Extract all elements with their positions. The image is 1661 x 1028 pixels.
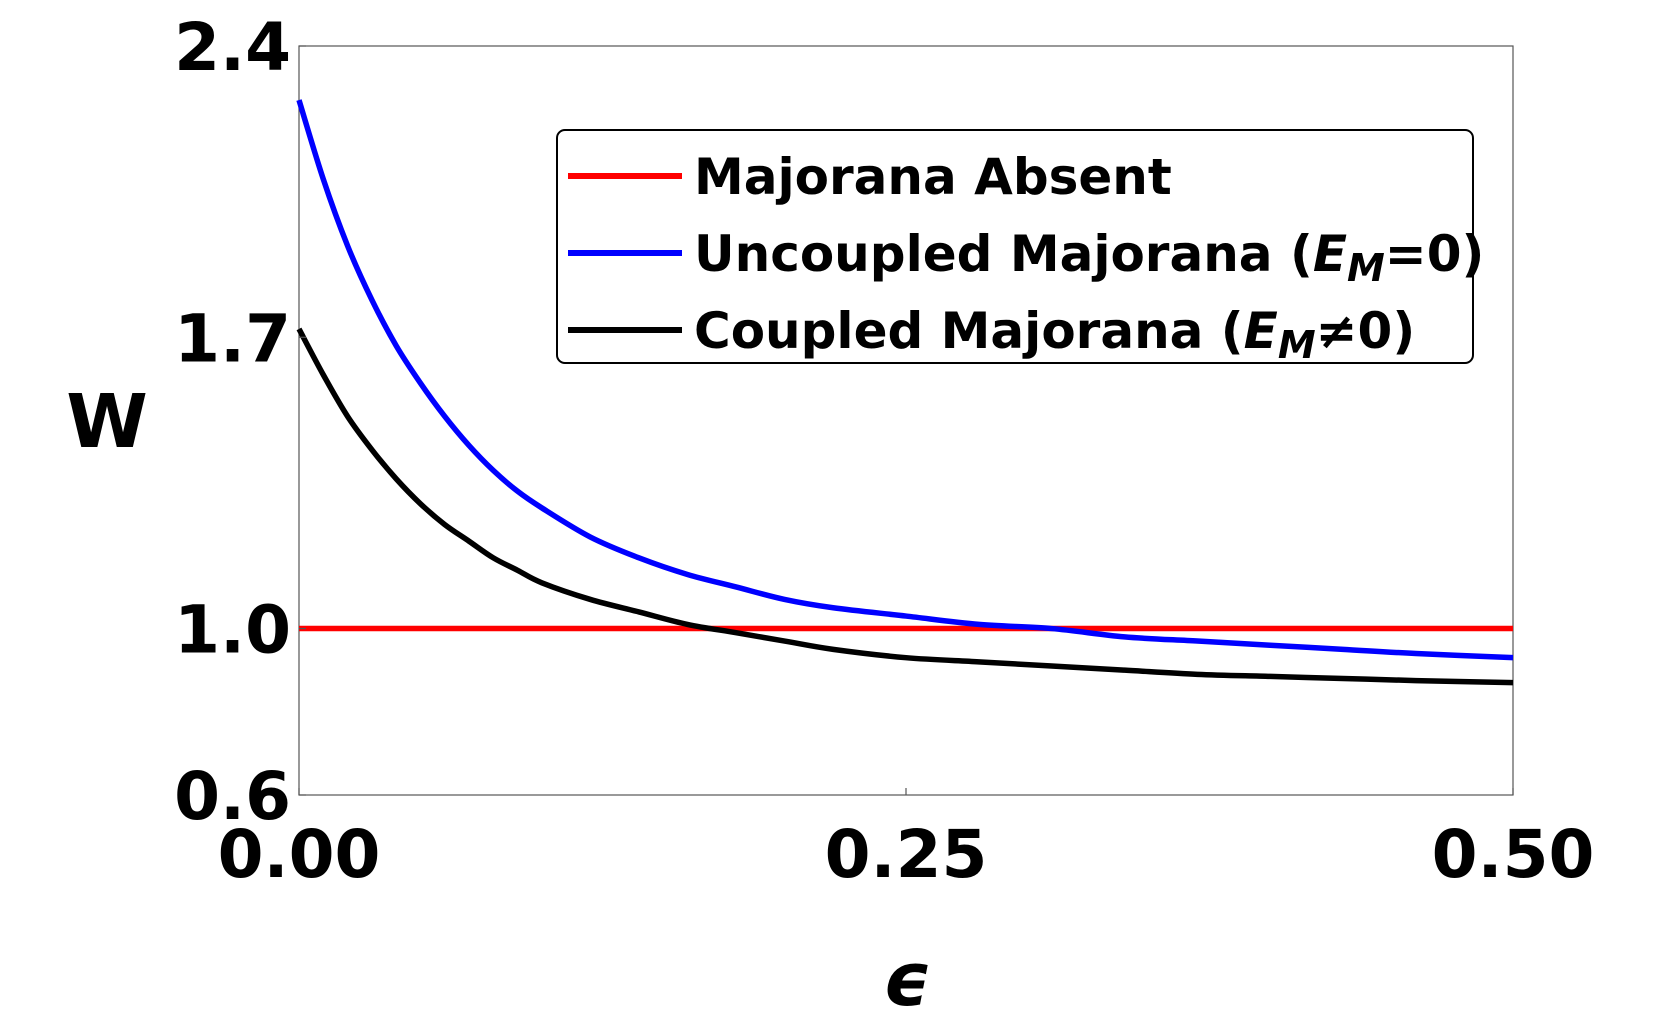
y-tick-label: 1.0 xyxy=(174,592,291,669)
y-axis-label: W xyxy=(66,379,148,465)
legend-label: Majorana Absent xyxy=(694,148,1172,206)
y-tick-label: 0.6 xyxy=(174,758,291,835)
x-tick-label: 0.25 xyxy=(825,816,988,893)
y-tick-label: 2.4 xyxy=(174,9,291,86)
legend-box xyxy=(556,129,1474,364)
x-tick-label: 0.50 xyxy=(1432,816,1595,893)
series-line-coupled-majorana xyxy=(296,327,1514,686)
series-line-uncoupled-majorana xyxy=(296,99,1514,661)
x-axis-label: ϵ xyxy=(883,937,931,1023)
legend-label: Uncoupled Majorana (EM=0) xyxy=(694,225,1484,290)
x-tick-label: 0.00 xyxy=(218,816,381,893)
legend-label: Coupled Majorana (EM≠0) xyxy=(694,302,1415,367)
y-tick-label: 1.7 xyxy=(174,300,291,377)
